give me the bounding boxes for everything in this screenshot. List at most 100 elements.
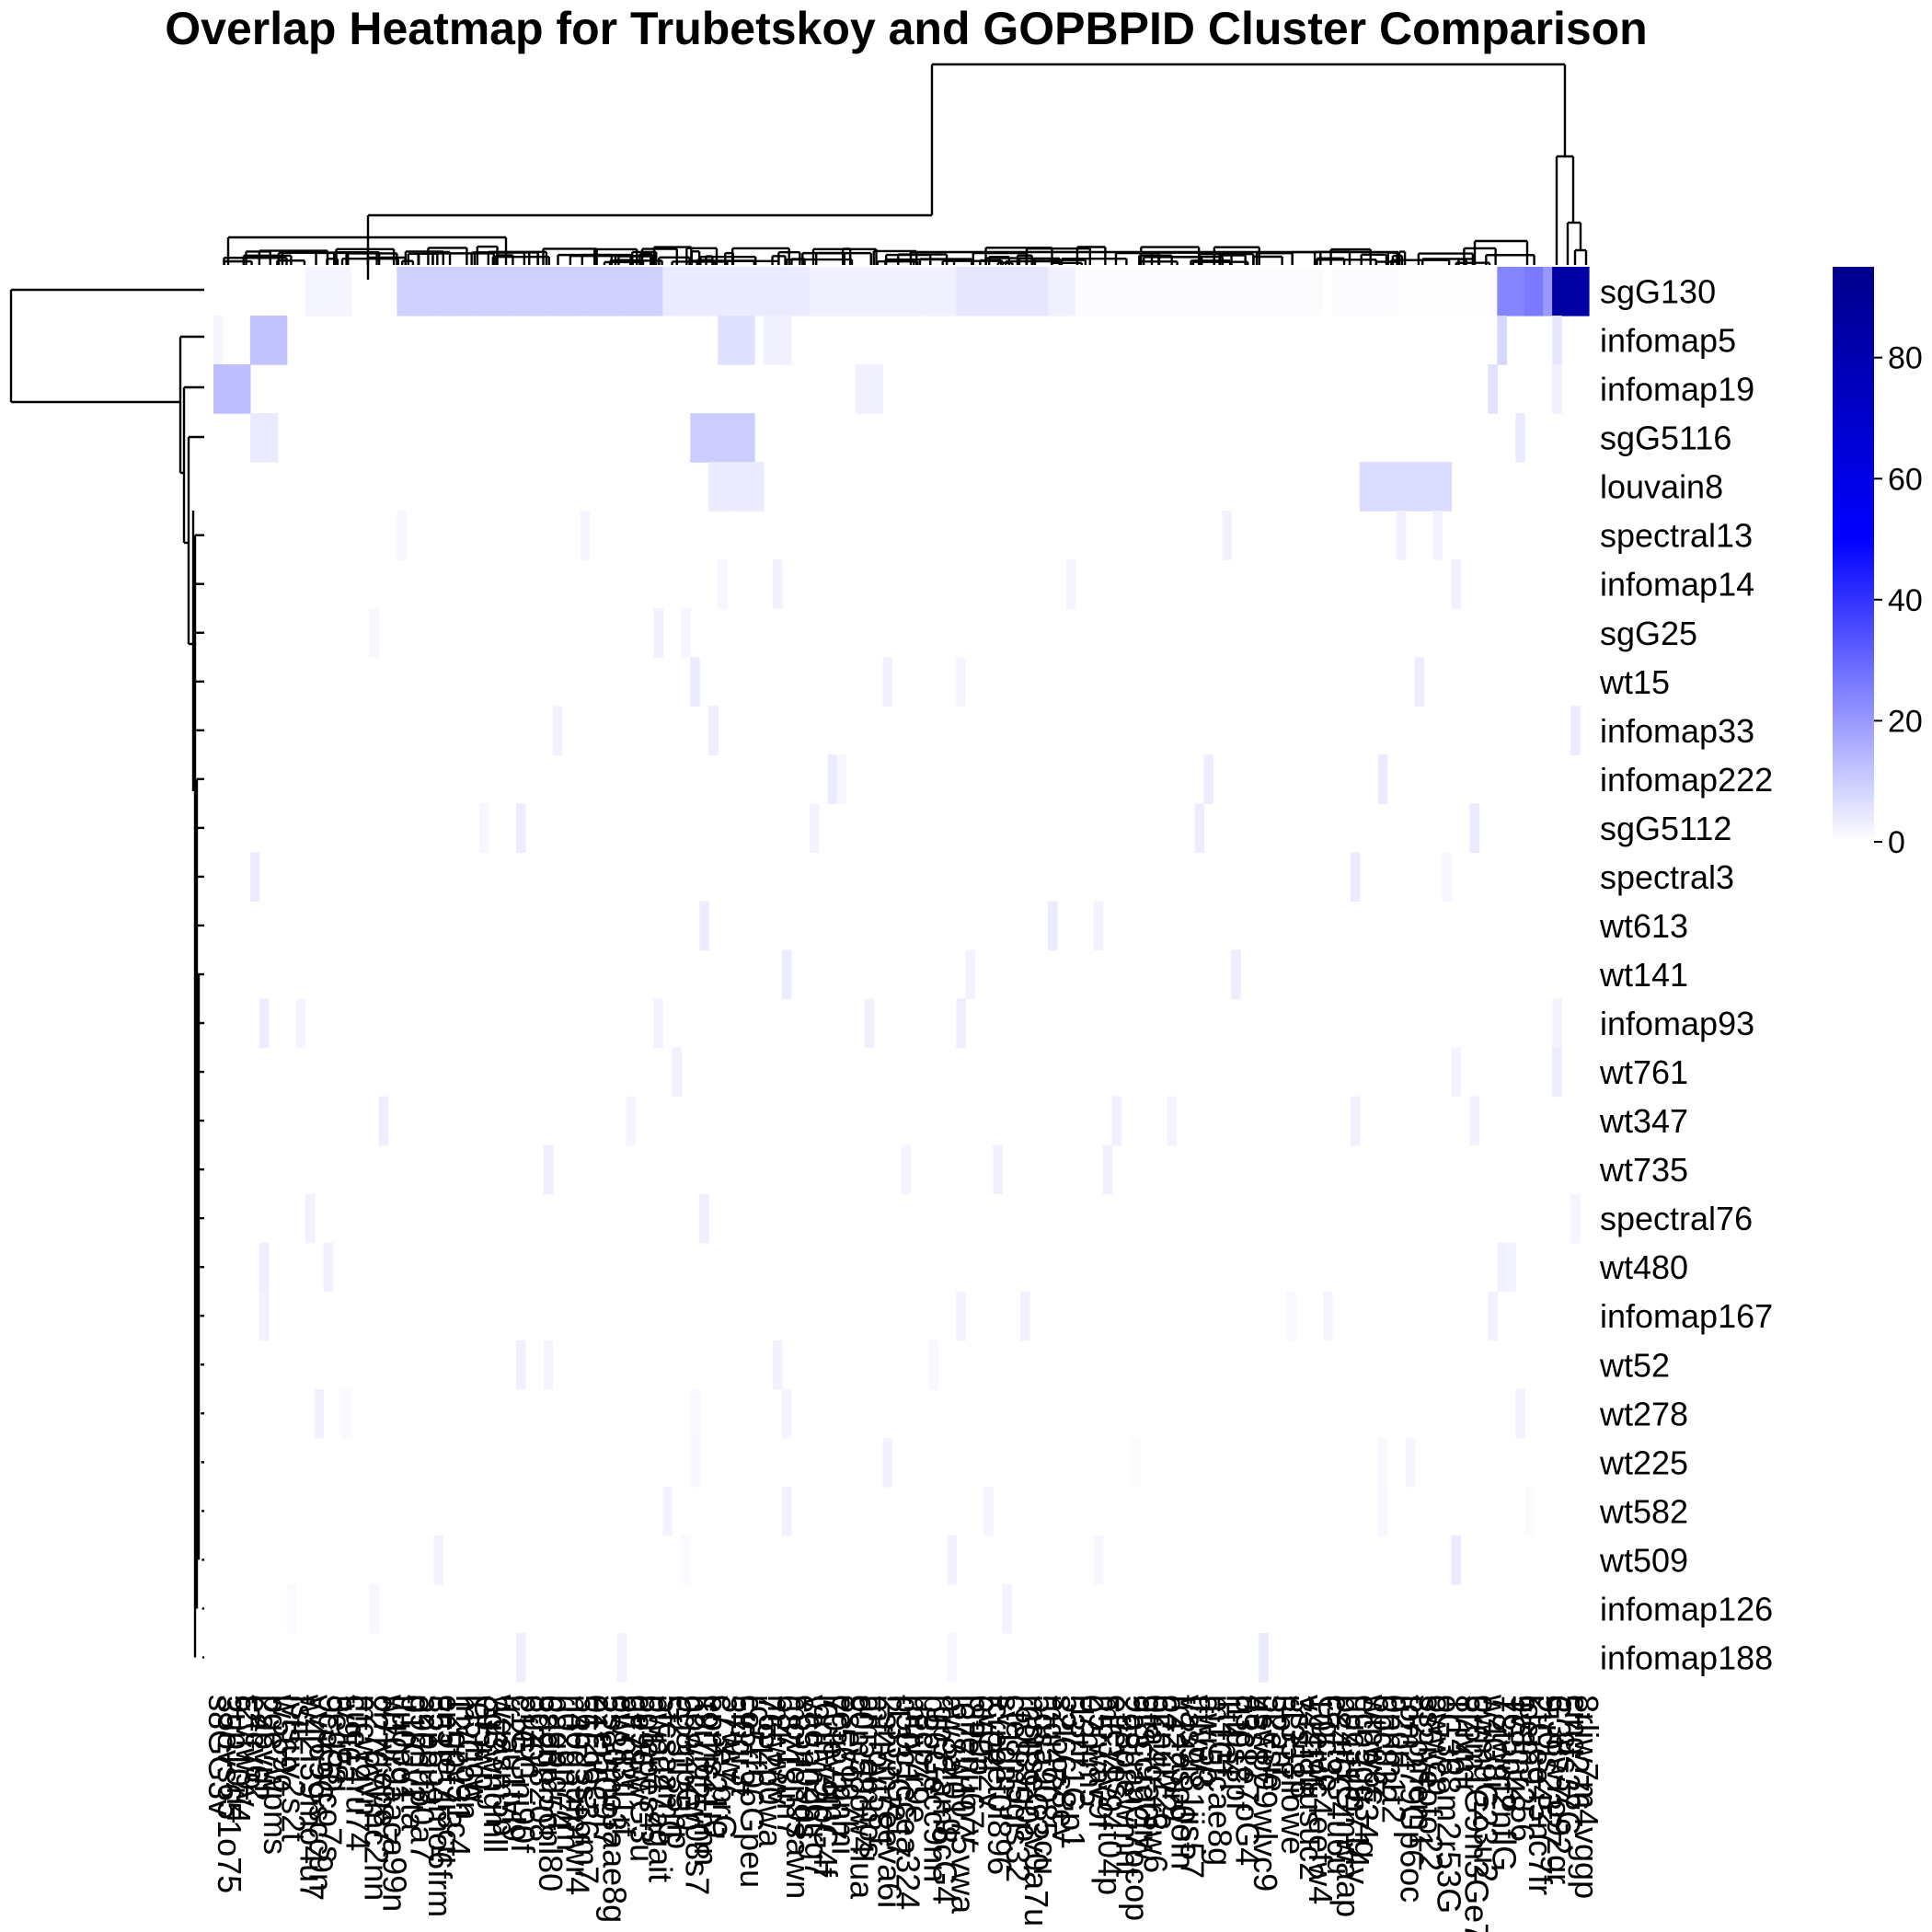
heatmap-cell [1524, 1486, 1535, 1536]
heatmap-cell [213, 364, 224, 414]
row-label: sgG5112 [1600, 810, 1731, 847]
column-label: 52pou9 [412, 1695, 450, 1805]
heatmap-cell [781, 1388, 792, 1439]
heatmap-cell [983, 267, 994, 316]
heatmap-cell [1277, 267, 1287, 316]
column-label: m1Gfcae8g [1201, 1695, 1238, 1866]
heatmap-cell [222, 364, 233, 414]
column-label: 8rliw7m4vggp [1568, 1695, 1605, 1899]
heatmap-cell [919, 267, 929, 316]
column-label: 3p5nr [1265, 1695, 1303, 1779]
heatmap-cell [690, 267, 700, 316]
column-label: tftlvw3 [1182, 1695, 1220, 1788]
heatmap-cell [249, 316, 260, 365]
heatmap-cell [580, 267, 591, 316]
heatmap-cell [662, 267, 673, 316]
heatmap-cell [452, 267, 462, 316]
heatmap-cell [1488, 267, 1498, 316]
column-label: m634v94t04p [1091, 1695, 1129, 1895]
row-label: spectral13 [1600, 517, 1753, 555]
heatmap-cell [1497, 316, 1507, 365]
heatmap-cell [1093, 1535, 1104, 1585]
heatmap-cell [681, 1535, 691, 1585]
row-label: infomap167 [1600, 1297, 1773, 1335]
color-legend: 0 20 40 60 80 [1833, 267, 1923, 860]
row-label: wt141 [1599, 956, 1688, 994]
heatmap-cell [1111, 267, 1122, 316]
column-label: muv7r9e [899, 1695, 937, 1823]
column-label: u2orf [1385, 1695, 1422, 1771]
heatmap-cell [1414, 462, 1425, 512]
column-label: fr24aso0ofn [1165, 1695, 1202, 1869]
column-dendrogram [223, 63, 1588, 280]
column-label: s2l66s8ev [1045, 1695, 1083, 1844]
heatmap-cell [1065, 267, 1076, 316]
heatmap-cell [772, 1340, 783, 1390]
heatmap-cell [681, 608, 691, 658]
row-label: infomap188 [1600, 1639, 1773, 1677]
column-label: 6871sim7 [770, 1695, 808, 1838]
column-label: s8GG3v [201, 1695, 239, 1816]
column-label: 9up10ri4 [220, 1695, 258, 1823]
column-label: l05ificw [458, 1695, 496, 1804]
column-label: sv1gm [990, 1695, 1028, 1792]
heatmap-cell [1176, 267, 1187, 316]
heatmap-cell [259, 1291, 270, 1341]
column-label: p24if1Gmwaap [1329, 1695, 1367, 1917]
column-label: 57cfs37G [1549, 1695, 1587, 1836]
heatmap-cell [286, 1583, 297, 1634]
heatmap-cell [506, 267, 517, 316]
column-label: v44f8fiusuc2 [1293, 1695, 1330, 1880]
column-label: 62nul22c [1146, 1695, 1184, 1829]
heatmap-cell [626, 267, 637, 316]
column-label: 2snvm7eeva6i [871, 1695, 909, 1908]
legend-tick-label: 60 [1888, 462, 1923, 497]
heatmap-cell [983, 1486, 994, 1536]
heatmap-cell [1423, 462, 1434, 512]
heatmap-cell [1506, 267, 1516, 316]
column-label: 9g8npG0 [669, 1695, 707, 1831]
heatmap-cell [1396, 462, 1407, 512]
heatmap-cell [745, 316, 755, 365]
column-label: owwcp [1421, 1695, 1459, 1796]
column-label: wgasm5p [486, 1694, 523, 1836]
column-label: Gf5wp [467, 1695, 505, 1790]
column-label: eco9gg34g [1348, 1695, 1386, 1858]
heatmap-cell [1368, 462, 1379, 512]
column-label: c73e7prG [706, 1695, 743, 1840]
heatmap-cell [580, 511, 591, 560]
heatmap-cell [993, 267, 1003, 316]
heatmap-cell [305, 1193, 316, 1244]
column-label: vvii69Gscc9n [303, 1695, 340, 1892]
heatmap-cell [965, 267, 975, 316]
heatmap-cell [672, 267, 682, 316]
heatmap-cell [1102, 267, 1113, 316]
row-label: louvain8 [1600, 468, 1723, 506]
heatmap-cell [818, 267, 829, 316]
heatmap-cell [323, 267, 334, 316]
heatmap-cell [681, 267, 691, 316]
heatmap-cell [1580, 267, 1590, 316]
column-label: it9i7l6r1nnn [687, 1695, 725, 1866]
heatmap-cell [781, 316, 792, 365]
heatmap-cell [1488, 1291, 1498, 1341]
column-label: t2vfw9v [229, 1695, 267, 1807]
heatmap-cell [479, 267, 489, 316]
heatmap-cell [1442, 852, 1453, 903]
heatmap-cells [213, 267, 1590, 1683]
column-label: movfon9sawn [779, 1695, 817, 1899]
heatmap-cell [1130, 1437, 1141, 1488]
heatmap-cell [864, 998, 875, 1049]
heatmap-cell [727, 267, 737, 316]
column-label: 8i2pmem1 [1403, 1695, 1441, 1849]
column-label: 2tGee45nc7fr [1522, 1695, 1559, 1895]
heatmap-cell [855, 364, 866, 414]
heatmap-cell [369, 1583, 379, 1634]
heatmap-cell [1534, 267, 1544, 316]
row-label: wt582 [1599, 1492, 1688, 1530]
column-label: rl02gn77m [550, 1695, 588, 1851]
heatmap-cell [699, 901, 709, 951]
column-label: m4wwv [761, 1695, 799, 1805]
heatmap-cell [406, 267, 416, 316]
